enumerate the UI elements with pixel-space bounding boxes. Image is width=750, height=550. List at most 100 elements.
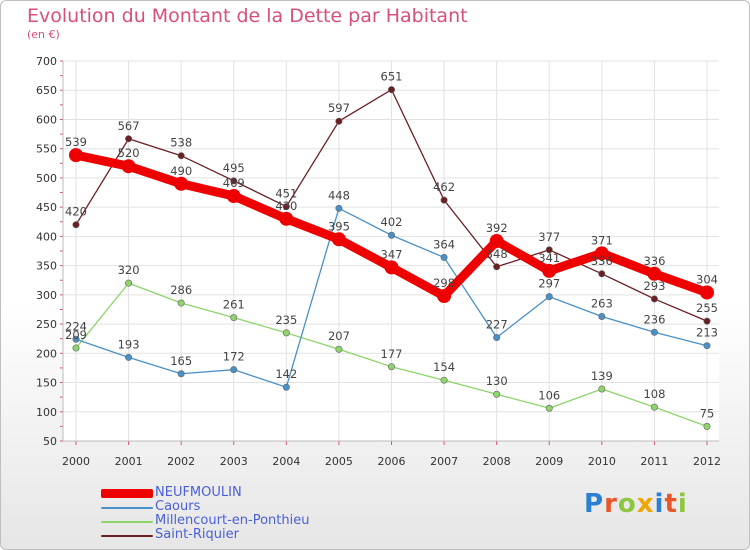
data-label: 139 [591,369,613,383]
x-tick-label: 2007 [430,455,458,468]
data-label: 75 [700,406,715,420]
data-point [230,366,238,374]
x-tick-label: 2008 [483,455,511,468]
data-point [437,289,452,304]
data-point [177,152,185,160]
y-tick-label: 350 [36,260,57,273]
x-tick-label: 2009 [535,455,563,468]
data-point [282,203,290,211]
data-label: 538 [170,136,192,150]
data-point [650,295,658,303]
proxiti-logo: Proxiti [584,489,688,519]
data-point [282,329,290,337]
y-tick-label: 700 [36,55,57,68]
legend-label: Caours [155,499,201,514]
data-label: 224 [65,319,87,333]
data-point [125,353,133,361]
data-point [125,135,133,143]
legend-label: NEUFMOULIN [155,485,242,500]
data-label: 336 [643,254,665,268]
data-label: 177 [381,347,403,361]
data-point [177,370,185,378]
data-label: 142 [275,367,297,381]
data-label: 207 [328,329,350,343]
data-point [493,390,501,398]
data-label: 377 [538,230,560,244]
logo-letter: i [677,489,688,519]
data-label: 469 [223,176,245,190]
chart-title: Evolution du Montant de la Dette par Hab… [27,5,468,27]
data-label: 420 [65,205,87,219]
data-label: 392 [486,221,508,235]
data-label: 347 [381,247,403,261]
data-label: 193 [118,337,140,351]
data-point [230,177,238,185]
data-label: 348 [486,247,508,261]
data-label: 213 [696,326,718,340]
x-tick-label: 2005 [325,455,353,468]
chart-unit-label: (en €) [27,28,60,41]
data-label: 448 [328,188,350,202]
data-label: 336 [591,254,613,268]
data-label: 236 [643,312,665,326]
logo-letter: r [604,489,618,519]
data-label: 495 [223,161,245,175]
data-label: 261 [223,298,245,312]
x-tick-label: 2004 [272,455,300,468]
data-point [440,253,448,261]
data-point [387,231,395,239]
data-label: 462 [433,180,455,194]
data-point [69,148,83,163]
data-point [598,270,606,278]
data-label: 255 [696,301,718,315]
data-point [598,385,606,393]
data-point [703,317,711,325]
logo-letter: o [617,489,637,519]
data-point [440,376,448,384]
data-label: 597 [328,101,350,115]
data-point [598,312,606,320]
data-point [703,342,711,350]
x-tick-label: 2003 [220,455,248,468]
data-point [489,234,504,249]
legend-swatch [101,535,153,537]
data-point [282,383,290,391]
data-point [703,422,711,430]
x-tick-label: 2001 [115,455,143,468]
data-label: 651 [381,70,403,84]
data-label: 304 [696,273,718,287]
y-tick-label: 400 [36,230,57,243]
data-label: 106 [538,388,560,402]
data-point [331,232,346,247]
x-tick-label: 2010 [588,455,616,468]
legend-swatch [101,507,153,509]
data-point [493,263,501,271]
data-point [72,335,80,343]
data-label: 341 [538,251,560,265]
data-label: 320 [118,263,140,277]
legend-label: Millencourt-en-Ponthieu [155,513,310,528]
y-tick-label: 550 [36,143,57,156]
data-label: 172 [223,350,245,364]
x-tick-label: 2012 [693,455,721,468]
x-tick-label: 2011 [640,455,668,468]
data-point [226,189,241,204]
logo-letter: i [654,489,665,519]
data-point [335,117,343,125]
data-point [125,279,133,287]
data-point [545,404,553,412]
data-point [121,159,136,174]
data-point [279,211,294,226]
y-tick-label: 100 [36,406,57,419]
data-label: 227 [486,318,508,332]
data-point [650,403,658,411]
data-point [545,293,553,301]
data-label: 520 [118,146,140,160]
data-label: 451 [275,187,297,201]
y-tick-label: 450 [36,201,57,214]
data-label: 567 [118,119,140,133]
data-point [545,246,553,254]
data-point [335,204,343,212]
data-label: 154 [433,360,455,374]
